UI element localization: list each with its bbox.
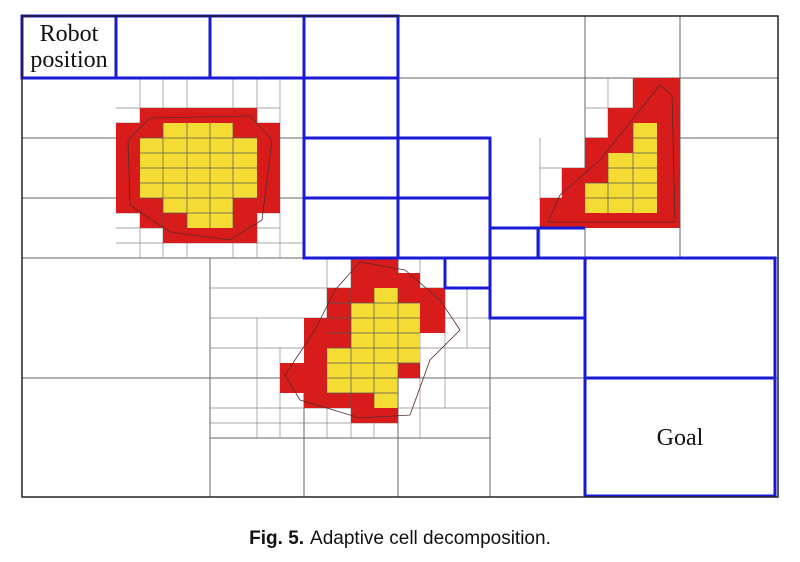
path-cell (114, 14, 212, 80)
path-cell (302, 76, 400, 140)
path-cell (396, 136, 492, 200)
path-cell (208, 14, 306, 80)
path-cell (396, 196, 492, 260)
path-cell (488, 256, 587, 320)
caption-text: Adaptive cell decomposition. (310, 528, 551, 549)
frame (21, 15, 779, 498)
obstacle-2 (280, 258, 461, 423)
path-cell (583, 376, 777, 498)
goal-label: Goal (657, 425, 704, 451)
path-cell (443, 256, 492, 290)
figure-caption: Fig. 5. Adaptive cell decomposition. (0, 528, 800, 550)
obstacle-3 (540, 78, 680, 228)
path-cell (302, 136, 400, 200)
robot-label-line1: Robot (40, 21, 99, 47)
robot-label-line2: position (30, 47, 107, 73)
path-cell (488, 226, 540, 260)
obstacle-1 (116, 108, 280, 243)
path-cell (302, 196, 400, 260)
path-cell (583, 256, 777, 380)
caption-number: Fig. 5. (249, 528, 305, 549)
path-cell (302, 14, 400, 80)
